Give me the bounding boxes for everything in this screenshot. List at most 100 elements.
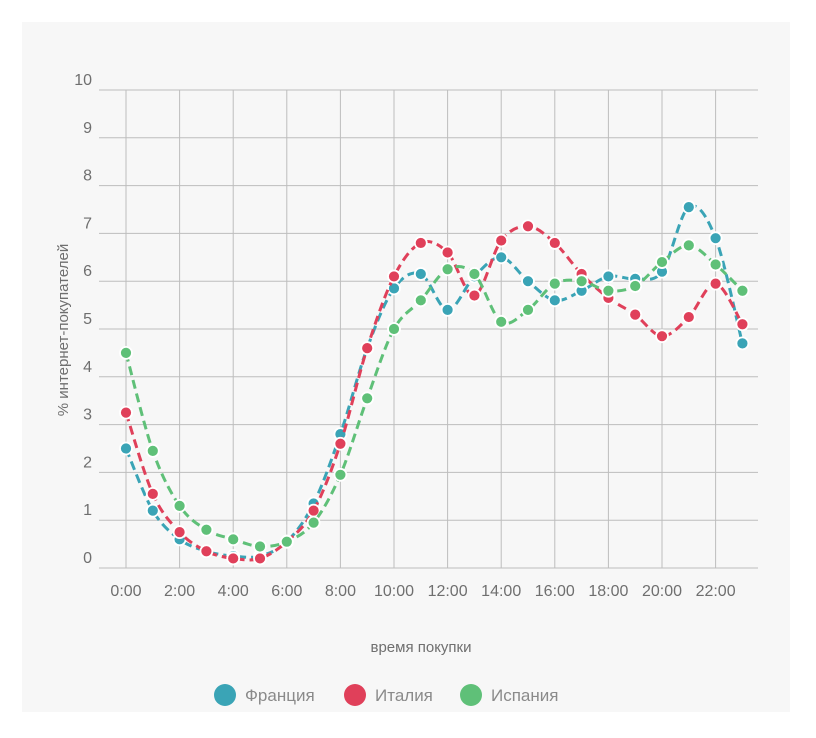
x-tick-label: 2:00 bbox=[164, 583, 195, 600]
data-point-france bbox=[521, 274, 535, 289]
data-point-spain bbox=[306, 515, 321, 530]
data-point-spain bbox=[253, 539, 267, 554]
data-point-spain bbox=[172, 498, 187, 513]
x-tick-label: 16:00 bbox=[535, 583, 575, 600]
x-tick-label: 8:00 bbox=[325, 583, 356, 600]
legend-marker-spain bbox=[460, 684, 482, 706]
y-tick-label: 7 bbox=[83, 215, 92, 232]
data-point-spain bbox=[387, 322, 401, 336]
y-tick-label: 4 bbox=[83, 359, 92, 376]
grid bbox=[99, 89, 758, 569]
data-point-italy bbox=[333, 436, 348, 451]
data-point-france bbox=[494, 250, 509, 265]
x-tick-label: 4:00 bbox=[218, 583, 249, 600]
data-point-italy bbox=[547, 236, 562, 250]
data-point-spain bbox=[145, 443, 160, 458]
series-group bbox=[119, 200, 750, 566]
data-point-italy bbox=[387, 269, 401, 284]
x-tick-label: 18:00 bbox=[588, 583, 628, 600]
data-point-spain bbox=[119, 345, 133, 360]
data-point-spain bbox=[279, 534, 294, 549]
data-point-france bbox=[547, 293, 562, 308]
data-point-france bbox=[440, 302, 455, 317]
x-tick-label: 0:00 bbox=[110, 583, 141, 600]
data-point-italy bbox=[172, 525, 187, 540]
data-point-italy bbox=[708, 276, 723, 291]
legend-item-france: Франция bbox=[214, 684, 315, 706]
data-point-spain bbox=[467, 267, 482, 281]
series-spain bbox=[119, 238, 750, 554]
data-point-italy bbox=[681, 310, 696, 324]
y-tick-label: 6 bbox=[83, 263, 92, 280]
data-point-italy bbox=[735, 317, 750, 332]
data-point-italy bbox=[226, 551, 241, 566]
y-tick-label: 3 bbox=[83, 407, 92, 424]
data-point-spain bbox=[226, 532, 241, 547]
data-point-spain bbox=[655, 255, 669, 269]
x-tick-label: 6:00 bbox=[271, 583, 302, 600]
data-point-france bbox=[119, 441, 133, 456]
data-point-italy bbox=[655, 329, 669, 344]
data-point-italy bbox=[494, 233, 509, 248]
x-tick-label: 10:00 bbox=[374, 583, 414, 600]
data-point-spain bbox=[628, 279, 643, 293]
legend-label-italy: Италия bbox=[375, 686, 433, 705]
data-point-france bbox=[681, 200, 696, 215]
data-point-spain bbox=[521, 302, 535, 317]
data-point-spain bbox=[199, 522, 214, 537]
data-point-spain bbox=[574, 274, 589, 289]
y-tick-label: 5 bbox=[83, 311, 92, 328]
data-point-italy bbox=[199, 544, 214, 559]
series-line-france bbox=[124, 204, 744, 559]
data-point-spain bbox=[681, 238, 696, 253]
x-tick-label: 14:00 bbox=[481, 583, 521, 600]
data-point-spain bbox=[333, 467, 348, 482]
data-point-italy bbox=[360, 341, 375, 356]
data-point-italy bbox=[119, 405, 133, 420]
data-point-france bbox=[601, 269, 616, 284]
legend-marker-france bbox=[214, 684, 236, 706]
y-tick-label: 1 bbox=[83, 502, 92, 519]
data-point-france bbox=[708, 231, 723, 246]
series-italy bbox=[119, 219, 750, 566]
data-point-spain bbox=[601, 283, 616, 298]
y-tick-label: 0 bbox=[83, 550, 92, 567]
data-point-spain bbox=[413, 293, 428, 308]
data-point-france bbox=[413, 267, 428, 281]
series-france bbox=[119, 200, 750, 563]
data-point-spain bbox=[440, 262, 455, 277]
legend: Франция Италия Испания bbox=[214, 684, 558, 706]
data-point-spain bbox=[547, 276, 562, 291]
data-point-france bbox=[145, 503, 160, 518]
y-tick-label: 10 bbox=[74, 72, 92, 89]
data-point-spain bbox=[735, 283, 750, 298]
y-tick-label: 2 bbox=[83, 454, 92, 471]
data-point-spain bbox=[360, 391, 375, 406]
y-tick-label: 8 bbox=[83, 168, 92, 185]
data-point-italy bbox=[440, 245, 455, 260]
legend-label-france: Франция bbox=[245, 686, 315, 705]
legend-label-spain: Испания bbox=[491, 686, 558, 705]
x-tick-label: 12:00 bbox=[428, 583, 468, 600]
x-tick-label: 22:00 bbox=[696, 583, 736, 600]
data-point-italy bbox=[413, 236, 428, 250]
data-point-france bbox=[735, 336, 750, 351]
x-axis-ticks: 0:00 2:00 4:00 6:00 8:00 10:00 12:00 14:00 16:00… bbox=[110, 583, 735, 600]
data-point-italy bbox=[467, 288, 482, 303]
x-axis-title: время покупки bbox=[370, 639, 471, 656]
data-point-spain bbox=[494, 314, 509, 329]
data-point-italy bbox=[521, 219, 535, 234]
legend-item-spain: Испания bbox=[460, 684, 558, 706]
data-point-italy bbox=[628, 307, 643, 322]
y-axis-ticks: 0 1 2 3 4 5 6 7 8 9 10 bbox=[74, 72, 92, 567]
data-point-spain bbox=[708, 257, 723, 272]
y-tick-label: 9 bbox=[83, 120, 92, 137]
legend-marker-italy bbox=[344, 684, 366, 706]
legend-item-italy: Италия bbox=[344, 684, 433, 706]
x-tick-label: 20:00 bbox=[642, 583, 682, 600]
series-line-italy bbox=[124, 224, 744, 562]
data-point-italy bbox=[253, 551, 267, 566]
data-point-italy bbox=[145, 487, 160, 501]
y-axis-title: % интернет-покупателей bbox=[55, 244, 72, 416]
